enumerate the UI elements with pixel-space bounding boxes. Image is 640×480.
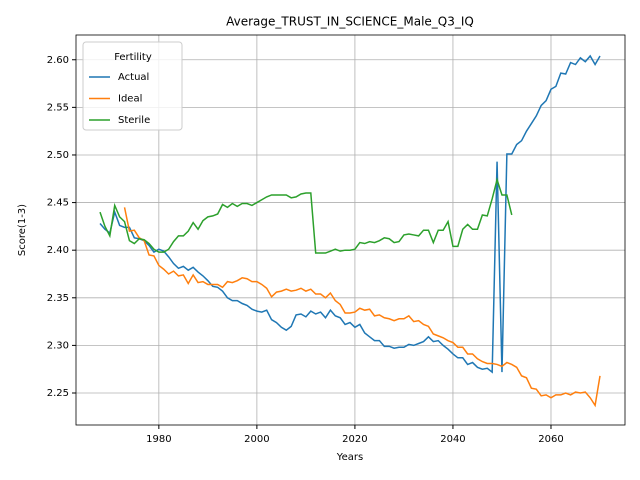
plot-frame [75,34,626,426]
legend-label: Actual [118,72,149,83]
y-tick-label: 2.35 [47,293,69,304]
y-tick-label: 2.60 [47,55,69,66]
y-tick-label: 2.30 [47,340,69,351]
x-tick-label: 2040 [440,434,465,445]
legend-label: Ideal [118,94,142,105]
line-series [99,177,513,254]
x-tick-label: 2060 [538,434,563,445]
x-tick-label: 2000 [244,434,269,445]
x-axis-label: Years [336,452,363,463]
y-axis-label: Score(1-3) [17,204,28,256]
line-series [99,54,601,374]
x-tick-label: 1980 [146,434,171,445]
y-tick-label: 2.45 [47,198,69,209]
chart-title: Average_TRUST_IN_SCIENCE_Male_Q3_IQ [226,15,474,29]
legend-label: Sterile [118,115,150,126]
y-tick-label: 2.25 [47,388,69,399]
x-tick-label: 2020 [342,434,367,445]
y-tick-label: 2.50 [47,150,69,161]
legend-title: Fertility [114,52,152,63]
legend-box [82,41,183,131]
y-tick-label: 2.40 [47,245,69,256]
y-tick-label: 2.55 [47,102,69,113]
line-series [123,207,601,408]
